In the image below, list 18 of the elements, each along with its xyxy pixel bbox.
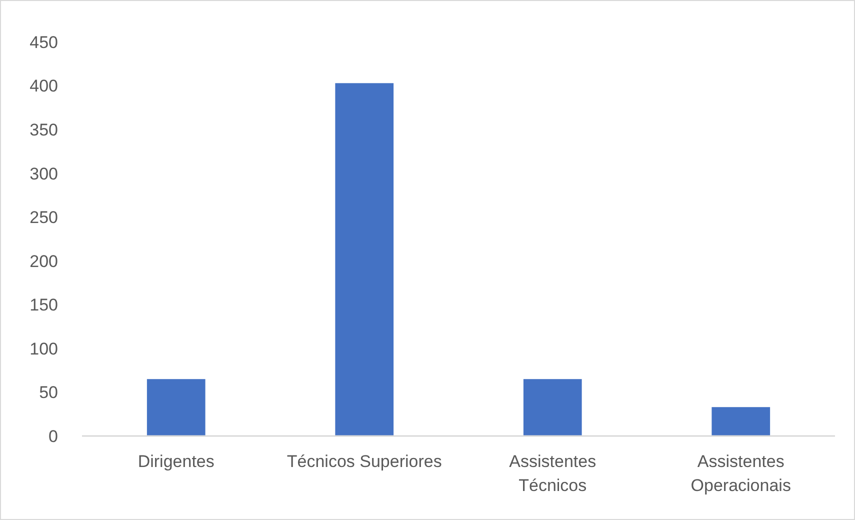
x-tick-label: Assistentes Técnicos — [509, 452, 596, 495]
bar — [712, 407, 770, 436]
x-tick-label: Assistentes Operacionais — [690, 452, 791, 495]
y-tick-label: 300 — [30, 164, 58, 184]
y-tick-label: 200 — [30, 252, 58, 271]
y-tick-label: 50 — [39, 383, 58, 402]
bar — [146, 379, 206, 436]
x-tick-label: Dirigentes — [138, 452, 214, 471]
y-tick-label: 100 — [30, 339, 58, 358]
y-tick-label: 0 — [48, 426, 58, 446]
y-tick-label: 400 — [30, 76, 58, 96]
y-tick-label: 250 — [30, 208, 58, 228]
y-tick-label: 450 — [30, 32, 58, 52]
bar — [523, 379, 582, 436]
y-tick-label: 350 — [30, 120, 58, 140]
y-tick-label: 150 — [30, 296, 58, 315]
x-tick-label: Técnicos Superiores — [286, 452, 442, 471]
bar — [335, 83, 394, 436]
